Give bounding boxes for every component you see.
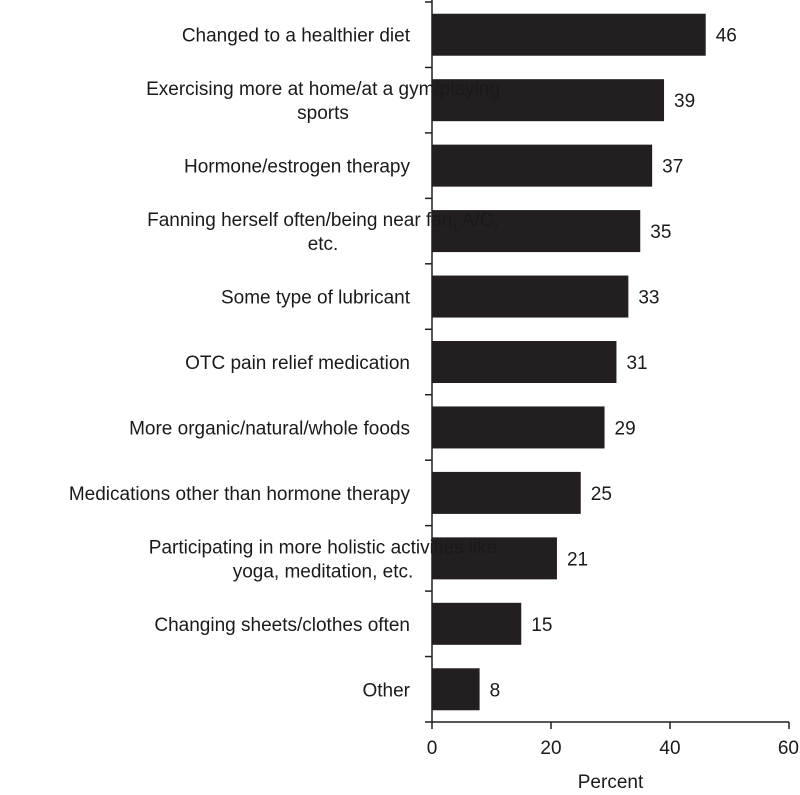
y-axis-ticks	[425, 1, 432, 723]
category-label-7: Medications other than hormone therapy	[69, 484, 411, 505]
category-label-3: Fanning herself often/being near fan, A/…	[147, 210, 499, 255]
value-labels-group: 46 39 37 35 33 31 29 25 21 15 8	[490, 26, 737, 702]
bars-group	[432, 13, 706, 711]
category-label-5: OTC pain relief medication	[185, 353, 410, 374]
value-label-3: 35	[650, 222, 671, 243]
value-label-5: 31	[626, 353, 647, 374]
bar-5	[432, 341, 617, 383]
value-label-2: 37	[662, 157, 683, 178]
value-label-8: 21	[567, 549, 588, 570]
x-tick-label-3: 60	[778, 738, 799, 759]
bar-9	[432, 602, 522, 645]
bar-0	[432, 13, 706, 56]
value-label-10: 8	[490, 680, 501, 701]
category-label-0: Changed to a healthier diet	[182, 26, 411, 47]
value-label-4: 33	[638, 288, 659, 309]
category-label-2: Hormone/estrogen therapy	[184, 157, 411, 178]
bar-10	[432, 668, 480, 711]
bar-7	[432, 471, 581, 514]
category-label-9: Changing sheets/clothes often	[154, 615, 410, 636]
value-label-6: 29	[615, 418, 636, 439]
x-tick-label-0: 0	[427, 738, 438, 759]
value-label-9: 15	[531, 615, 552, 636]
value-label-7: 25	[591, 484, 612, 505]
category-label-10: Other	[362, 680, 410, 701]
bar-1	[432, 79, 665, 122]
x-axis-ticks: 0 20 40 60	[427, 722, 799, 759]
bar-3	[432, 210, 641, 253]
bar-8	[432, 537, 557, 580]
category-label-4: Some type of lubricant	[221, 288, 411, 309]
value-label-0: 46	[716, 26, 737, 47]
axes-group: 0 20 40 60	[425, 0, 799, 759]
bar-4	[432, 275, 629, 318]
x-axis-title: Percent	[578, 772, 644, 793]
category-label-1: Exercising more at home/at a gym/playing…	[146, 79, 500, 124]
x-tick-label-2: 40	[659, 738, 680, 759]
value-label-1: 39	[674, 91, 695, 112]
bar-2	[432, 144, 653, 187]
category-labels-group: Changed to a healthier diet Exercising mo…	[69, 26, 500, 702]
category-label-6: More organic/natural/whole foods	[129, 418, 410, 439]
category-label-8: Participating in more holistic activitie…	[149, 537, 497, 582]
x-tick-label-1: 20	[540, 738, 561, 759]
bar-6	[432, 406, 605, 449]
